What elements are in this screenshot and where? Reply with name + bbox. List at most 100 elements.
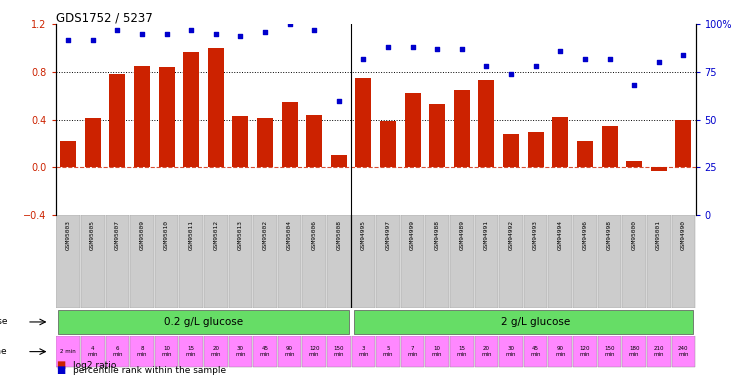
Text: GSM94991: GSM94991 (484, 220, 489, 250)
Bar (651, 167, 667, 171)
FancyBboxPatch shape (672, 336, 695, 367)
Text: 3
min: 3 min (358, 346, 369, 357)
Point (87, 37, 99, 43)
Bar (503, 134, 519, 167)
FancyBboxPatch shape (597, 336, 621, 367)
Text: dose: dose (0, 318, 7, 327)
FancyBboxPatch shape (401, 336, 424, 367)
FancyBboxPatch shape (58, 310, 349, 334)
Text: GSM95012: GSM95012 (214, 220, 218, 250)
Text: 7
min: 7 min (408, 346, 418, 357)
Text: 120
min: 120 min (580, 346, 590, 357)
Text: 210
min: 210 min (653, 346, 664, 357)
Text: ■: ■ (56, 360, 65, 370)
Text: GSM95011: GSM95011 (189, 220, 193, 250)
FancyBboxPatch shape (253, 215, 277, 308)
Bar (281, 102, 298, 167)
FancyBboxPatch shape (352, 336, 375, 367)
FancyBboxPatch shape (302, 336, 326, 367)
Text: 150
min: 150 min (333, 346, 344, 357)
Bar (626, 161, 642, 167)
Text: GSM94989: GSM94989 (459, 220, 464, 250)
Bar (577, 141, 593, 167)
Text: 6
min: 6 min (112, 346, 123, 357)
Text: 4
min: 4 min (88, 346, 98, 357)
Text: 20
min: 20 min (211, 346, 221, 357)
FancyBboxPatch shape (548, 215, 572, 308)
FancyBboxPatch shape (327, 336, 350, 367)
Text: GSM94995: GSM94995 (361, 220, 366, 250)
Text: GSM95008: GSM95008 (336, 220, 341, 250)
Text: 45
min: 45 min (260, 346, 270, 357)
Bar (109, 74, 125, 167)
Bar (676, 120, 691, 167)
FancyBboxPatch shape (228, 336, 252, 367)
Bar (158, 67, 175, 167)
Text: 15
min: 15 min (186, 346, 196, 357)
Text: GSM95010: GSM95010 (164, 220, 169, 250)
FancyBboxPatch shape (597, 215, 621, 308)
Point (505, 71, 517, 77)
Point (357, 56, 369, 62)
Text: GSM95007: GSM95007 (115, 220, 120, 250)
FancyBboxPatch shape (376, 215, 400, 308)
FancyBboxPatch shape (81, 215, 104, 308)
FancyBboxPatch shape (622, 215, 646, 308)
Text: GSM94994: GSM94994 (558, 220, 562, 250)
Text: 180
min: 180 min (629, 346, 639, 357)
FancyBboxPatch shape (302, 215, 326, 308)
FancyBboxPatch shape (573, 336, 597, 367)
Point (554, 48, 566, 54)
Text: percentile rank within the sample: percentile rank within the sample (73, 366, 226, 375)
FancyBboxPatch shape (352, 215, 375, 308)
Bar (601, 126, 618, 167)
Point (210, 31, 222, 37)
Text: 120
min: 120 min (309, 346, 319, 357)
Bar (380, 121, 396, 167)
Text: 15
min: 15 min (457, 346, 467, 357)
Text: 20
min: 20 min (481, 346, 492, 357)
FancyBboxPatch shape (179, 336, 203, 367)
FancyBboxPatch shape (57, 215, 80, 308)
Text: GSM95013: GSM95013 (238, 220, 243, 250)
FancyBboxPatch shape (353, 310, 693, 334)
FancyBboxPatch shape (253, 336, 277, 367)
FancyBboxPatch shape (155, 336, 179, 367)
Text: GSM95000: GSM95000 (632, 220, 637, 250)
Point (161, 31, 173, 37)
FancyBboxPatch shape (57, 336, 80, 367)
FancyBboxPatch shape (106, 215, 129, 308)
Text: ■: ■ (56, 365, 65, 375)
FancyBboxPatch shape (475, 336, 498, 367)
Point (185, 27, 197, 33)
FancyBboxPatch shape (130, 336, 154, 367)
Bar (307, 115, 322, 167)
Point (283, 21, 295, 27)
Bar (85, 118, 100, 167)
Text: 240
min: 240 min (678, 346, 689, 357)
Text: GDS1752 / 5237: GDS1752 / 5237 (56, 11, 153, 24)
Text: 10
min: 10 min (161, 346, 172, 357)
Text: 8
min: 8 min (137, 346, 147, 357)
Bar (183, 52, 199, 167)
Bar (356, 78, 371, 167)
FancyBboxPatch shape (401, 215, 424, 308)
Bar (552, 117, 568, 167)
Text: 150
min: 150 min (604, 346, 615, 357)
FancyBboxPatch shape (524, 336, 548, 367)
Text: 90
min: 90 min (555, 346, 565, 357)
Bar (208, 48, 224, 167)
FancyBboxPatch shape (130, 215, 154, 308)
Bar (232, 116, 248, 167)
Point (628, 82, 640, 88)
FancyBboxPatch shape (204, 215, 228, 308)
Text: GSM95006: GSM95006 (312, 220, 317, 250)
FancyBboxPatch shape (204, 336, 228, 367)
Point (456, 46, 468, 52)
Text: GSM95005: GSM95005 (90, 220, 95, 250)
Point (432, 46, 443, 52)
Point (481, 63, 493, 69)
FancyBboxPatch shape (278, 215, 301, 308)
FancyBboxPatch shape (81, 336, 104, 367)
Point (407, 44, 419, 50)
